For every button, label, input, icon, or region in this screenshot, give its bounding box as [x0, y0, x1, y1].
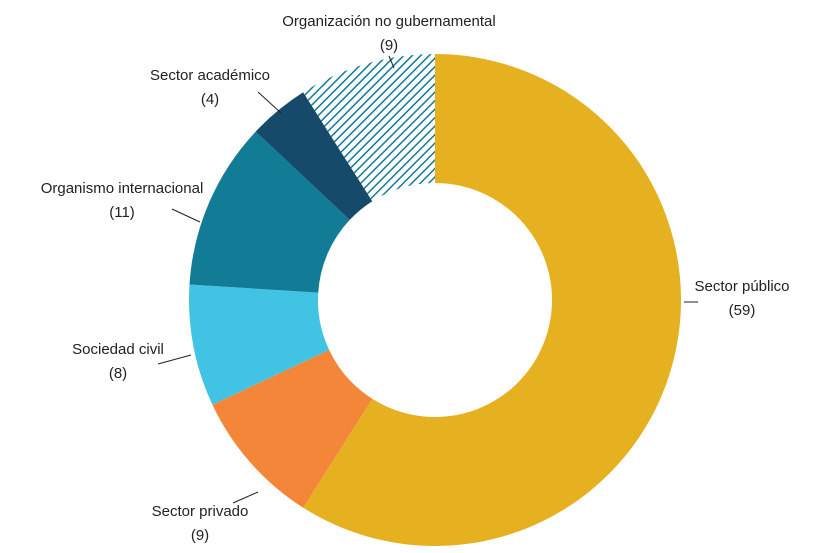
- slices: [188, 54, 681, 546]
- value-label: (8): [109, 365, 127, 382]
- slice-label: Organismo internacional: [41, 180, 204, 197]
- leader-line: [388, 55, 395, 69]
- slice: [303, 54, 681, 546]
- value-label: (11): [109, 204, 135, 221]
- slice-label: Sociedad civil: [72, 341, 164, 358]
- value-label: (9): [380, 37, 398, 54]
- value-label: (4): [201, 91, 219, 108]
- leader-line: [232, 491, 259, 504]
- value-label: (59): [729, 302, 756, 319]
- leader-line: [257, 91, 282, 114]
- slice: [303, 54, 435, 202]
- slice: [189, 131, 350, 293]
- leader-line: [171, 208, 201, 223]
- value-label: (9): [191, 527, 209, 544]
- slice-label: Sector privado: [152, 503, 249, 520]
- slice: [212, 349, 373, 508]
- slice-label: Sector público: [694, 278, 789, 295]
- slice: [188, 284, 330, 405]
- labels: Sector público (59) Sector privado (9) Socie…: [41, 13, 790, 544]
- slice-label: Organización no gubernamental: [282, 13, 495, 30]
- leader-line: [157, 354, 192, 365]
- slice-label: Sector académico: [150, 67, 270, 84]
- slice: [255, 92, 373, 220]
